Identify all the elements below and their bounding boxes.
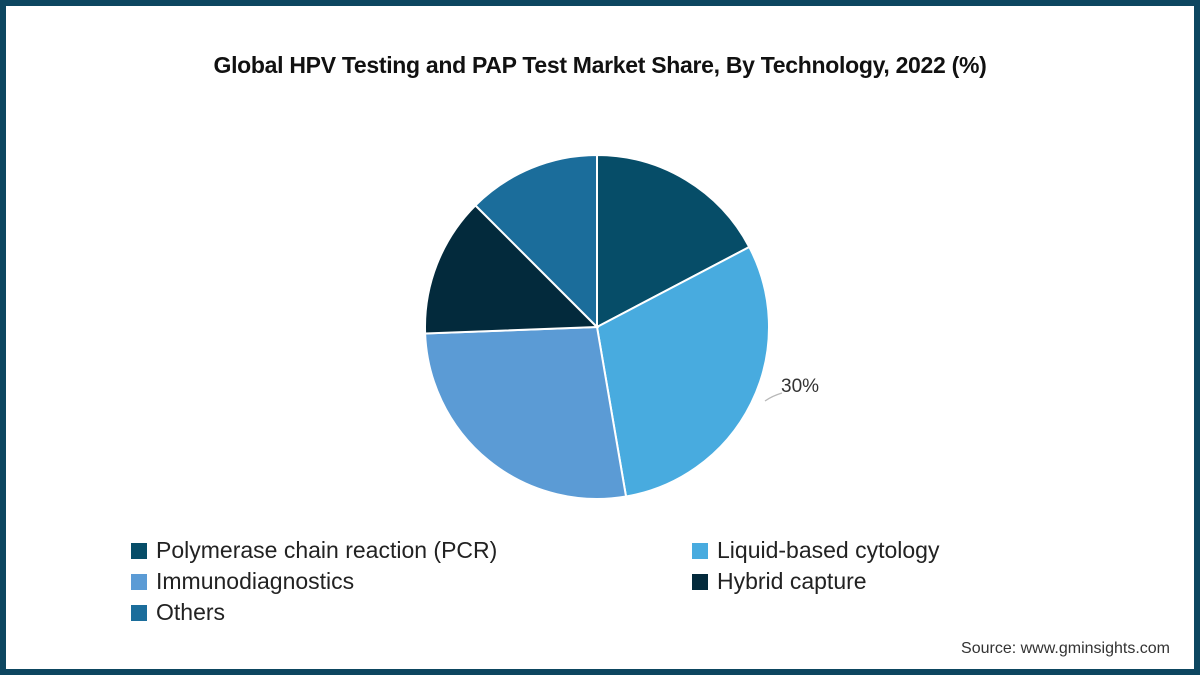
pie-slice-liquid-based-cytology xyxy=(595,245,770,498)
legend-item-liquid-based-cytology: Liquid-based cytology xyxy=(692,537,939,564)
legend-swatch xyxy=(131,542,147,559)
pie-slice-hybrid-capture xyxy=(424,203,600,335)
pie-slice-others xyxy=(473,153,598,330)
source-note: Source: www.gminsights.com xyxy=(961,640,1170,657)
legend-item-others: Others xyxy=(131,599,225,626)
pie-slice-immunodiagnostics xyxy=(424,325,628,500)
legend-label: Polymerase chain reaction (PCR) xyxy=(156,537,498,563)
legend-label: Hybrid capture xyxy=(717,568,867,594)
legend-label: Immunodiagnostics xyxy=(156,568,355,594)
legend-swatch xyxy=(692,573,708,590)
pie-slice-polymerase-chain-reaction-pcr xyxy=(596,153,751,329)
legend-swatch xyxy=(131,573,147,590)
legend-label: Others xyxy=(156,599,226,625)
legend-item-immunodiagnostics: Immunodiagnostics xyxy=(131,568,354,595)
legend-label: Liquid-based cytology xyxy=(717,537,940,563)
data-label-liquid-based-cytology: 30% xyxy=(781,376,820,397)
legend-item-pcr: Polymerase chain reaction (PCR) xyxy=(131,537,497,564)
legend-swatch xyxy=(131,604,147,621)
pie-slices xyxy=(424,153,770,500)
chart-title: Global HPV Testing and PAP Test Market S… xyxy=(213,52,987,78)
legend-item-hybrid-capture: Hybrid capture xyxy=(692,568,867,595)
legend-swatch xyxy=(692,542,708,559)
leader-line xyxy=(764,392,783,402)
